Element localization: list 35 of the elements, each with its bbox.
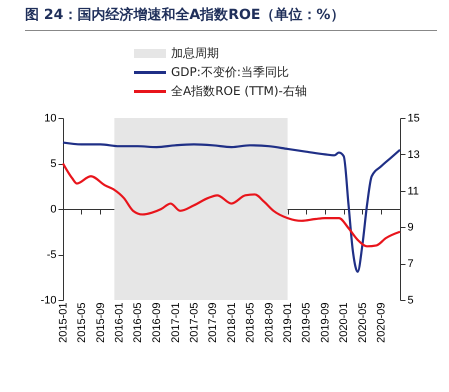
legend-label: 全A指数ROE (TTM)-右轴 [171, 83, 307, 100]
x-tick-label: 2019-05 [300, 302, 313, 343]
y2-tick-label: 15 [408, 112, 420, 124]
legend-label: 加息周期 [171, 45, 219, 62]
x-tick-label: 2019-09 [319, 302, 332, 343]
y2-tick-label: 7 [408, 258, 414, 270]
x-tick-label: 2019-01 [282, 302, 294, 343]
y-tick-label: -10 [40, 294, 56, 306]
x-tick-label: 2020-05 [356, 302, 369, 343]
x-tick-label: 2016-09 [151, 302, 164, 343]
line-series [62, 141, 402, 273]
chart-title: 图 24：国内经济增速和全A指数ROE（单位：%） [25, 6, 344, 24]
x-tick-label: 2015-05 [76, 302, 88, 343]
x-tick-label: 2020-09 [376, 302, 388, 343]
y-tick-label: 0 [50, 204, 56, 216]
x-tick-label: 2015-01 [58, 302, 70, 343]
x-tick-label: 2018-05 [244, 302, 256, 343]
x-tick-label: 2017-01 [170, 302, 182, 343]
x-tick-label: 2017-09 [207, 302, 220, 343]
y2-tick-label: 11 [408, 185, 419, 198]
y2-tick-label: 13 [408, 148, 420, 161]
x-tick-label: 2016-01 [114, 302, 126, 343]
x-tick-label: 2018-09 [263, 302, 276, 343]
x-tick-label: 2016-05 [132, 302, 144, 343]
x-tick-label: 2015-09 [94, 302, 107, 343]
x-tick-label: 2017-05 [188, 302, 200, 343]
line-series [62, 162, 402, 248]
y2-tick-label: 5 [408, 294, 414, 306]
x-tick-label: 2018-01 [226, 302, 238, 343]
x-tick-label: 2020-01 [338, 302, 350, 343]
legend-label: GDP:不变价:当季同比 [171, 64, 289, 81]
y-tick-label: 10 [44, 112, 56, 124]
y-tick-label: -5 [46, 249, 56, 261]
y-tick-label: 5 [50, 158, 56, 170]
y2-tick-label: 9 [408, 222, 414, 234]
